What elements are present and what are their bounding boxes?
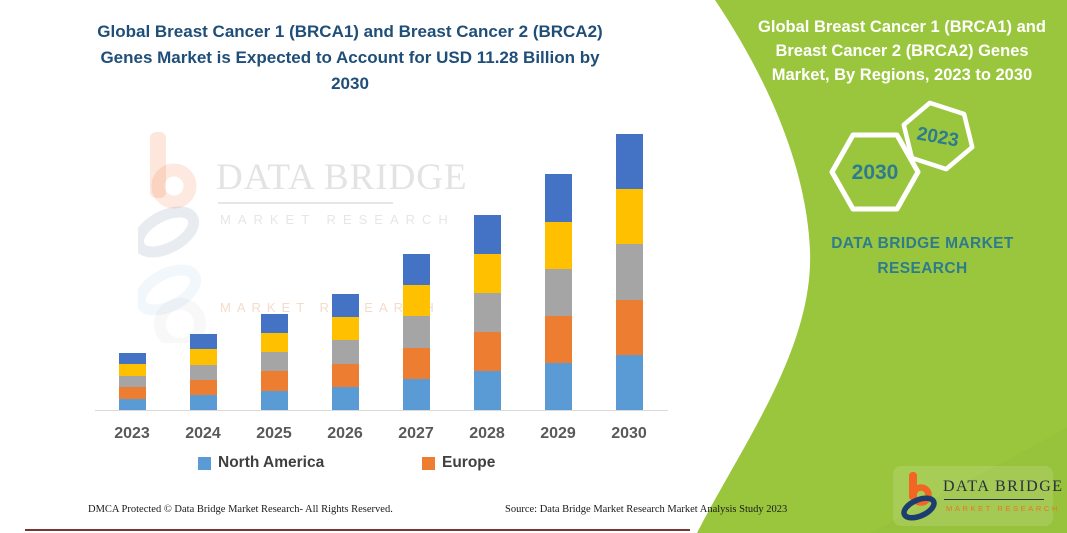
bar-segment-2024 bbox=[189, 349, 217, 365]
legend-label-north-america: North America bbox=[218, 454, 325, 471]
bar-segment-2023 bbox=[118, 364, 146, 376]
bar-segment-2029 bbox=[544, 174, 572, 222]
bar-segment-2029-north-america bbox=[544, 362, 572, 410]
bar-2029 bbox=[544, 174, 572, 410]
bar-2028 bbox=[473, 214, 501, 410]
bar-segment-2028 bbox=[473, 253, 501, 293]
bar-segment-2025 bbox=[260, 313, 288, 333]
chart-legend: North America Europe bbox=[95, 454, 671, 478]
bar-segment-2026-north-america bbox=[331, 386, 359, 410]
bar-2026 bbox=[331, 293, 359, 410]
bar-segment-2023 bbox=[118, 375, 146, 388]
x-axis-labels: 2023 2024 2025 2026 2027 2028 2029 2030 bbox=[95, 425, 671, 449]
brand-text-line1: DATA BRIDGE MARKET bbox=[831, 235, 1014, 252]
bar-segment-2024-north-america bbox=[189, 394, 217, 410]
bar-2025 bbox=[260, 313, 288, 410]
legend-item-north-america: North America bbox=[198, 454, 324, 472]
bar-segment-2028 bbox=[473, 214, 501, 254]
bar-segment-2029 bbox=[544, 221, 572, 269]
footer-copyright: DMCA Protected © Data Bridge Market Rese… bbox=[88, 504, 393, 515]
bar-segment-2024 bbox=[189, 334, 217, 350]
x-axis-label-2028: 2028 bbox=[469, 425, 505, 442]
stacked-bar-chart bbox=[95, 125, 671, 411]
brand-text-line2: RESEARCH bbox=[877, 260, 968, 277]
x-axis-label-2025: 2025 bbox=[256, 425, 292, 442]
panel-title: Global Breast Cancer 1 (BRCA1) and Breas… bbox=[742, 15, 1062, 87]
company-logo: DATA BRIDGE MARKET RESEARCH bbox=[893, 466, 1062, 526]
company-logo-subtext: MARKET RESEARCH bbox=[946, 504, 1060, 513]
bar-segment-2027 bbox=[402, 253, 430, 285]
bar-segment-2026 bbox=[331, 340, 359, 364]
x-axis-label-2029: 2029 bbox=[540, 425, 576, 442]
bar-2027 bbox=[402, 253, 430, 410]
x-axis-label-2026: 2026 bbox=[327, 425, 363, 442]
bar-segment-2024-europe bbox=[189, 379, 217, 395]
hexagon-2023: 2023 bbox=[901, 100, 975, 172]
x-axis-label-2027: 2027 bbox=[398, 425, 434, 442]
legend-label-europe: Europe bbox=[442, 454, 496, 471]
panel-title-line2: Breast Cancer 2 (BRCA2) Genes bbox=[775, 42, 1029, 60]
company-logo-icon bbox=[901, 472, 937, 521]
footer-divider-line bbox=[25, 529, 690, 531]
bar-segment-2030 bbox=[615, 134, 643, 190]
bar-segment-2030 bbox=[615, 244, 643, 300]
chart-title-line1: Global Breast Cancer 1 (BRCA1) and Breas… bbox=[97, 22, 603, 41]
brand-text: DATA BRIDGE MARKET RESEARCH bbox=[795, 231, 1050, 281]
bar-segment-2027-north-america bbox=[402, 378, 430, 410]
bar-2023 bbox=[118, 352, 146, 410]
bar-segment-2026 bbox=[331, 293, 359, 318]
legend-swatch-europe bbox=[422, 456, 435, 470]
panel-title-line3: Market, By Regions, 2023 to 2030 bbox=[771, 66, 1033, 84]
bar-segment-2027 bbox=[402, 285, 430, 317]
footer-source: Source: Data Bridge Market Research Mark… bbox=[505, 504, 788, 515]
panel-title-line1: Global Breast Cancer 1 (BRCA1) and bbox=[758, 18, 1046, 36]
bar-segment-2030 bbox=[615, 189, 643, 245]
bar-segment-2027-europe bbox=[402, 347, 430, 379]
hexagon-2030-label: 2030 bbox=[852, 161, 899, 184]
bar-segment-2023-north-america bbox=[118, 398, 146, 410]
x-axis-label-2024: 2024 bbox=[185, 425, 221, 442]
bar-segment-2028-europe bbox=[473, 331, 501, 371]
company-logo-rule bbox=[944, 499, 1044, 500]
legend-swatch-north-america bbox=[198, 456, 211, 470]
legend-item-europe: Europe bbox=[422, 454, 495, 472]
bar-segment-2030-europe bbox=[615, 299, 643, 355]
hexagon-2030: 2030 bbox=[829, 132, 921, 212]
x-axis-line bbox=[95, 410, 668, 411]
bar-segment-2029 bbox=[544, 268, 572, 316]
bar-segment-2029-europe bbox=[544, 315, 572, 363]
bar-segment-2024 bbox=[189, 364, 217, 380]
bar-2024 bbox=[189, 334, 217, 410]
bar-segment-2023 bbox=[118, 352, 146, 365]
bar-segment-2028 bbox=[473, 292, 501, 332]
bar-2030 bbox=[615, 134, 643, 410]
bar-segment-2025 bbox=[260, 332, 288, 353]
bar-segment-2030-north-america bbox=[615, 354, 643, 410]
bar-segment-2026-europe bbox=[331, 363, 359, 387]
year-hexagons: 2030 2023 bbox=[829, 100, 975, 212]
bar-segment-2028-north-america bbox=[473, 370, 501, 410]
x-axis-label-2030: 2030 bbox=[611, 425, 647, 442]
chart-title-line2: Genes Market is Expected to Account for … bbox=[100, 48, 600, 67]
bar-segment-2023-europe bbox=[118, 387, 146, 399]
x-axis-label-2023: 2023 bbox=[114, 425, 150, 442]
bar-segment-2026 bbox=[331, 317, 359, 341]
bar-segment-2027 bbox=[402, 316, 430, 348]
bar-segment-2025-europe bbox=[260, 371, 288, 391]
company-logo-wordmark: DATA BRIDGE bbox=[943, 478, 1064, 495]
hexagon-2023-label: 2023 bbox=[915, 123, 960, 151]
bar-segment-2025-north-america bbox=[260, 390, 288, 410]
chart-title-line3: 2030 bbox=[331, 74, 369, 93]
chart-title: Global Breast Cancer 1 (BRCA1) and Breas… bbox=[40, 19, 660, 97]
bar-segment-2025 bbox=[260, 352, 288, 372]
